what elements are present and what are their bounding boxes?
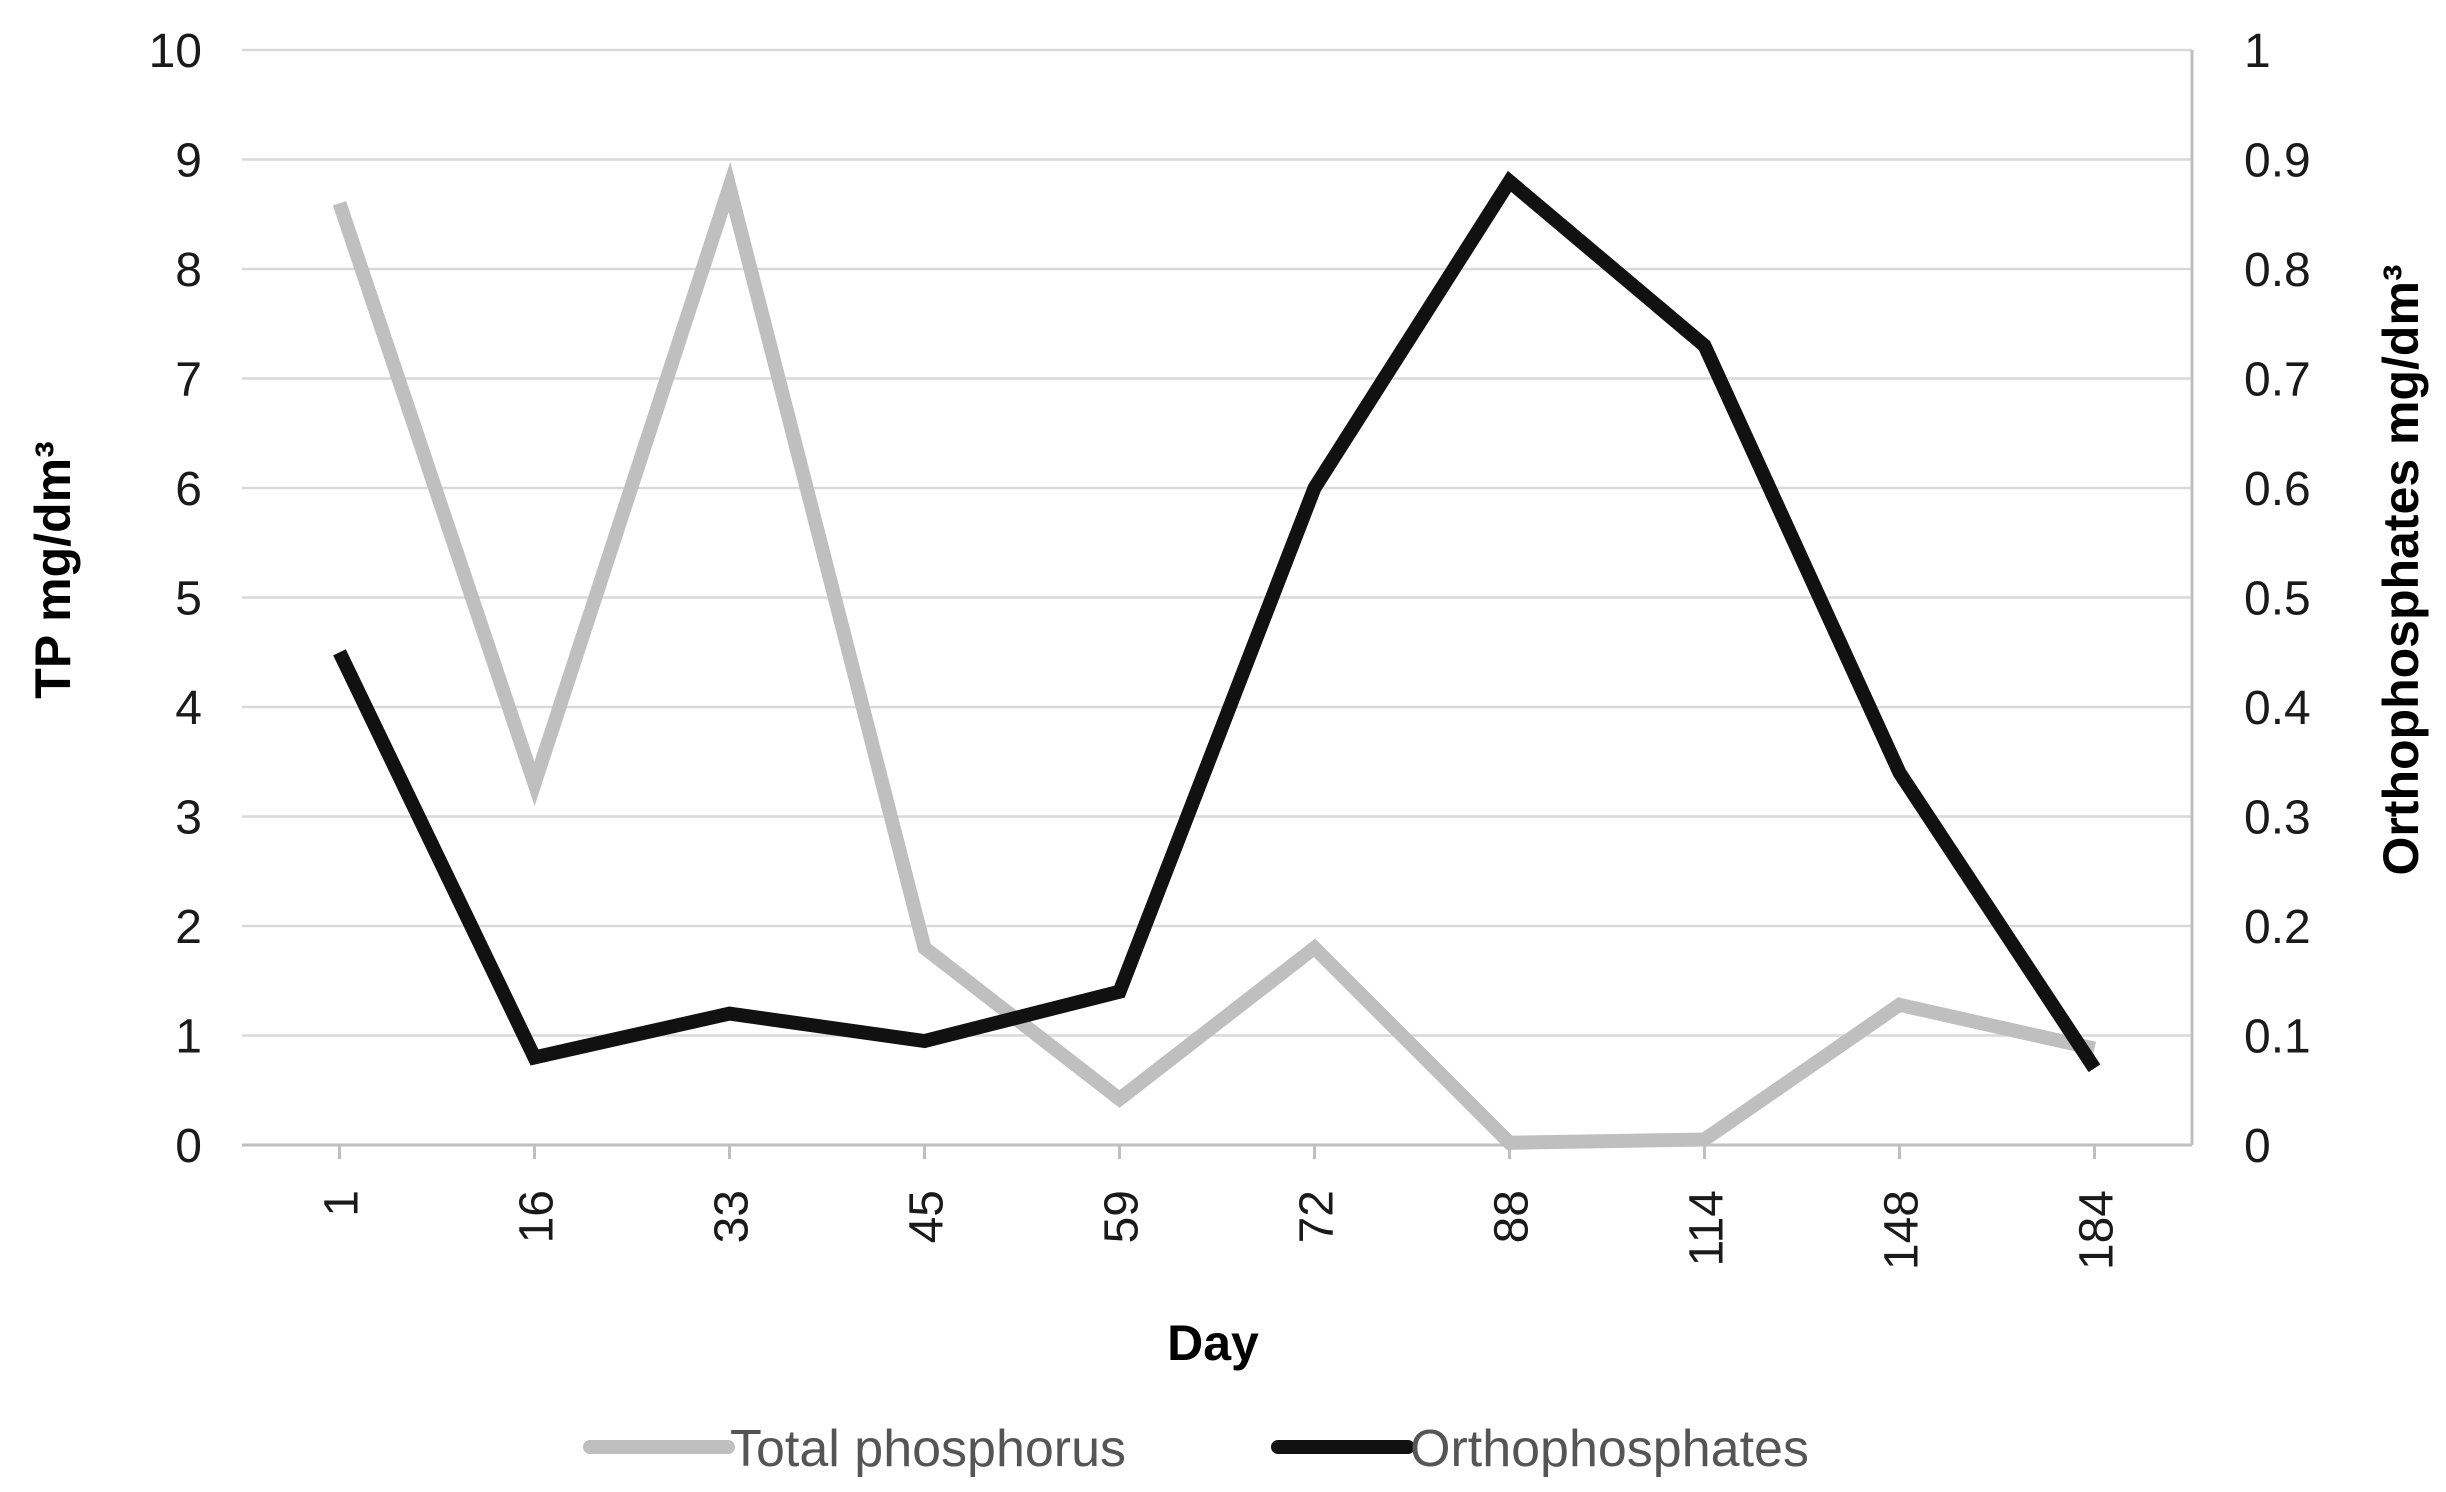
x-tick-label: 88 [1486, 1190, 1539, 1243]
legend-label-total-phosphorus: Total phosphorus [730, 1420, 1126, 1478]
left-y-tick-label: 5 [175, 573, 202, 626]
x-tick-label: 72 [1291, 1190, 1344, 1243]
axes [242, 50, 2194, 1159]
series-line-orthophosphates [333, 170, 2101, 1073]
x-tick-label: 59 [1096, 1190, 1149, 1243]
right-y-tick-label: 0.4 [2244, 682, 2311, 735]
right-y-tick-label: 0.3 [2244, 792, 2311, 845]
right-y-tick-label: 0.6 [2244, 463, 2311, 516]
left-y-tick-label: 8 [175, 244, 202, 297]
x-tick-label: 45 [901, 1190, 954, 1243]
right-y-tick-label: 0 [2244, 1120, 2271, 1173]
left-y-tick-label: 1 [175, 1011, 202, 1064]
x-tick-labels: 1 16 33 45 59 72 88 114 148 184 [316, 1190, 2124, 1270]
x-tick-label: 184 [2071, 1190, 2124, 1270]
left-y-axis-title: TP mg/dm³ [25, 441, 81, 698]
right-y-tick-labels: 0 0.1 0.2 0.3 0.4 0.5 0.6 0.7 0.8 0.9 1 [2244, 25, 2311, 1173]
x-tick-label: 16 [511, 1190, 564, 1243]
left-y-tick-label: 10 [149, 25, 202, 78]
right-y-tick-label: 0.8 [2244, 244, 2311, 297]
right-y-tick-label: 0.5 [2244, 573, 2311, 626]
left-y-tick-labels: 0 1 2 3 4 5 6 7 8 9 10 [149, 25, 202, 1173]
x-tick-label: 1 [316, 1190, 369, 1217]
right-y-tick-label: 0.1 [2244, 1011, 2311, 1064]
right-y-axis-title: Orthophosphates mg/dm³ [2373, 264, 2429, 875]
series-line-total-phosphorus [332, 161, 2097, 1150]
left-y-tick-label: 6 [175, 463, 202, 516]
x-axis-title: Day [1167, 1315, 1259, 1371]
left-y-tick-label: 3 [175, 792, 202, 845]
right-y-tick-label: 0.7 [2244, 354, 2311, 407]
left-y-tick-label: 4 [175, 682, 202, 735]
series-lines [332, 161, 2101, 1150]
left-y-tick-label: 9 [175, 135, 202, 188]
left-y-tick-label: 7 [175, 354, 202, 407]
right-y-tick-label: 0.2 [2244, 901, 2311, 954]
left-y-tick-label: 2 [175, 901, 202, 954]
right-y-tick-label: 0.9 [2244, 135, 2311, 188]
right-y-tick-label: 1 [2244, 25, 2271, 78]
left-y-tick-label: 0 [175, 1120, 202, 1173]
gridlines [242, 48, 2192, 1037]
x-tick-label: 148 [1876, 1190, 1929, 1270]
legend-label-orthophosphates: Orthophosphates [1410, 1420, 1809, 1478]
x-tick-label: 114 [1681, 1190, 1734, 1267]
x-tick-label: 33 [706, 1190, 759, 1243]
legend: Total phosphorus Orthophosphates [583, 1420, 1809, 1478]
